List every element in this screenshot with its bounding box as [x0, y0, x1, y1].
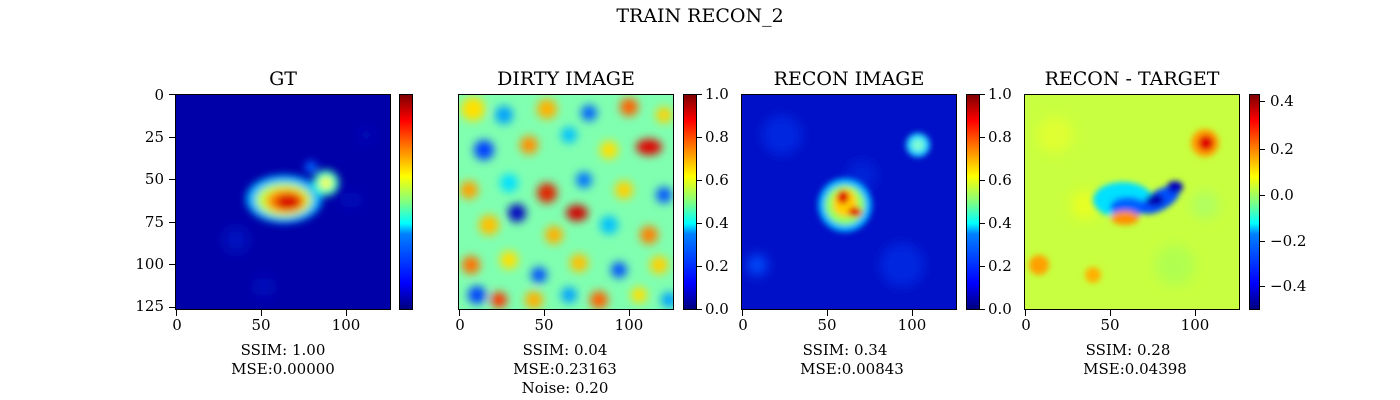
- recon-colorbar-tick: 0.2: [988, 257, 1012, 275]
- diff-caption-mse: MSE:0.04398: [1083, 360, 1187, 378]
- recon-caption-ssim: SSIM: 0.34: [802, 341, 888, 359]
- gt-y-tick-label: 25: [144, 128, 164, 146]
- diff-x-tick-label: 100: [1180, 316, 1210, 334]
- recon-heatmap: [742, 95, 956, 309]
- gt-caption-mse: MSE:0.00000: [231, 360, 335, 378]
- panel-title-gt: GT: [269, 68, 297, 90]
- dirty-caption-noise: Noise: 0.20: [521, 379, 609, 397]
- recon-colorbar-tick: 0.4: [988, 214, 1012, 232]
- recon-x-tick-label: 0: [738, 316, 748, 334]
- diff-caption-ssim: SSIM: 0.28: [1085, 341, 1171, 359]
- gt-y-tick-label: 125: [135, 297, 164, 315]
- diff-colorbar-tick: 0.4: [1270, 92, 1294, 110]
- recon-colorbar-tick: 0.8: [988, 128, 1012, 146]
- dirty-colorbar: [683, 94, 697, 310]
- panel-title-dirty: DIRTY IMAGE: [497, 68, 635, 90]
- diff-colorbar-tick: −0.2: [1270, 232, 1307, 250]
- gt-y-tick-label: 50: [144, 170, 164, 188]
- recon-colorbar-tick: 1.0: [988, 85, 1012, 103]
- diff-colorbar-tick: 0.2: [1270, 140, 1294, 158]
- gt-y-tick-label: 75: [144, 213, 164, 231]
- gt-colorbar: [399, 94, 413, 310]
- dirty-colorbar-tick: 0.0: [705, 300, 729, 318]
- recon-colorbar-tick: 0.0: [988, 300, 1012, 318]
- recon-colorbar: [966, 94, 980, 310]
- diff-colorbar: [1249, 94, 1260, 310]
- dirty-x-tick-label: 0: [455, 316, 465, 334]
- gt-y-tick-label: 100: [135, 255, 164, 273]
- recon-caption-mse: MSE:0.00843: [800, 360, 904, 378]
- gt-x-tick-label: 100: [331, 316, 361, 334]
- panel-title-diff: RECON - TARGET: [1044, 68, 1220, 90]
- panel-title-recon: RECON IMAGE: [773, 68, 925, 90]
- recon-x-tick-label: 100: [897, 316, 927, 334]
- diff-x-tick-label: 50: [1100, 316, 1120, 334]
- figure-suptitle: TRAIN RECON_2: [616, 5, 784, 27]
- recon-x-tick-label: 50: [817, 316, 837, 334]
- gt-heatmap: [176, 95, 390, 309]
- diff-colorbar-tick: −0.4: [1270, 277, 1307, 295]
- dirty-colorbar-tick: 0.6: [705, 171, 729, 189]
- dirty-colorbar-tick: 0.8: [705, 128, 729, 146]
- diff-image: [1024, 94, 1240, 310]
- dirty-colorbar-tick: 0.4: [705, 214, 729, 232]
- gt-caption-ssim: SSIM: 1.00: [240, 341, 326, 359]
- gt-x-tick-label: 50: [251, 316, 271, 334]
- dirty-heatmap: [459, 95, 673, 309]
- diff-colorbar-tick: 0.0: [1270, 186, 1294, 204]
- diff-heatmap: [1025, 95, 1239, 309]
- gt-y-tick-label: 0: [154, 86, 164, 104]
- recon-colorbar-tick: 0.6: [988, 171, 1012, 189]
- dirty-colorbar-tick: 0.2: [705, 257, 729, 275]
- dirty-x-tick-label: 50: [534, 316, 554, 334]
- dirty-colorbar-tick: 1.0: [705, 85, 729, 103]
- gt-image: [175, 94, 391, 310]
- recon-image: [741, 94, 957, 310]
- gt-x-tick-label: 0: [172, 316, 182, 334]
- diff-x-tick-label: 0: [1021, 316, 1031, 334]
- dirty-caption-mse: MSE:0.23163: [513, 360, 617, 378]
- dirty-image: [458, 94, 674, 310]
- dirty-x-tick-label: 100: [614, 316, 644, 334]
- dirty-caption-ssim: SSIM: 0.04: [522, 341, 608, 359]
